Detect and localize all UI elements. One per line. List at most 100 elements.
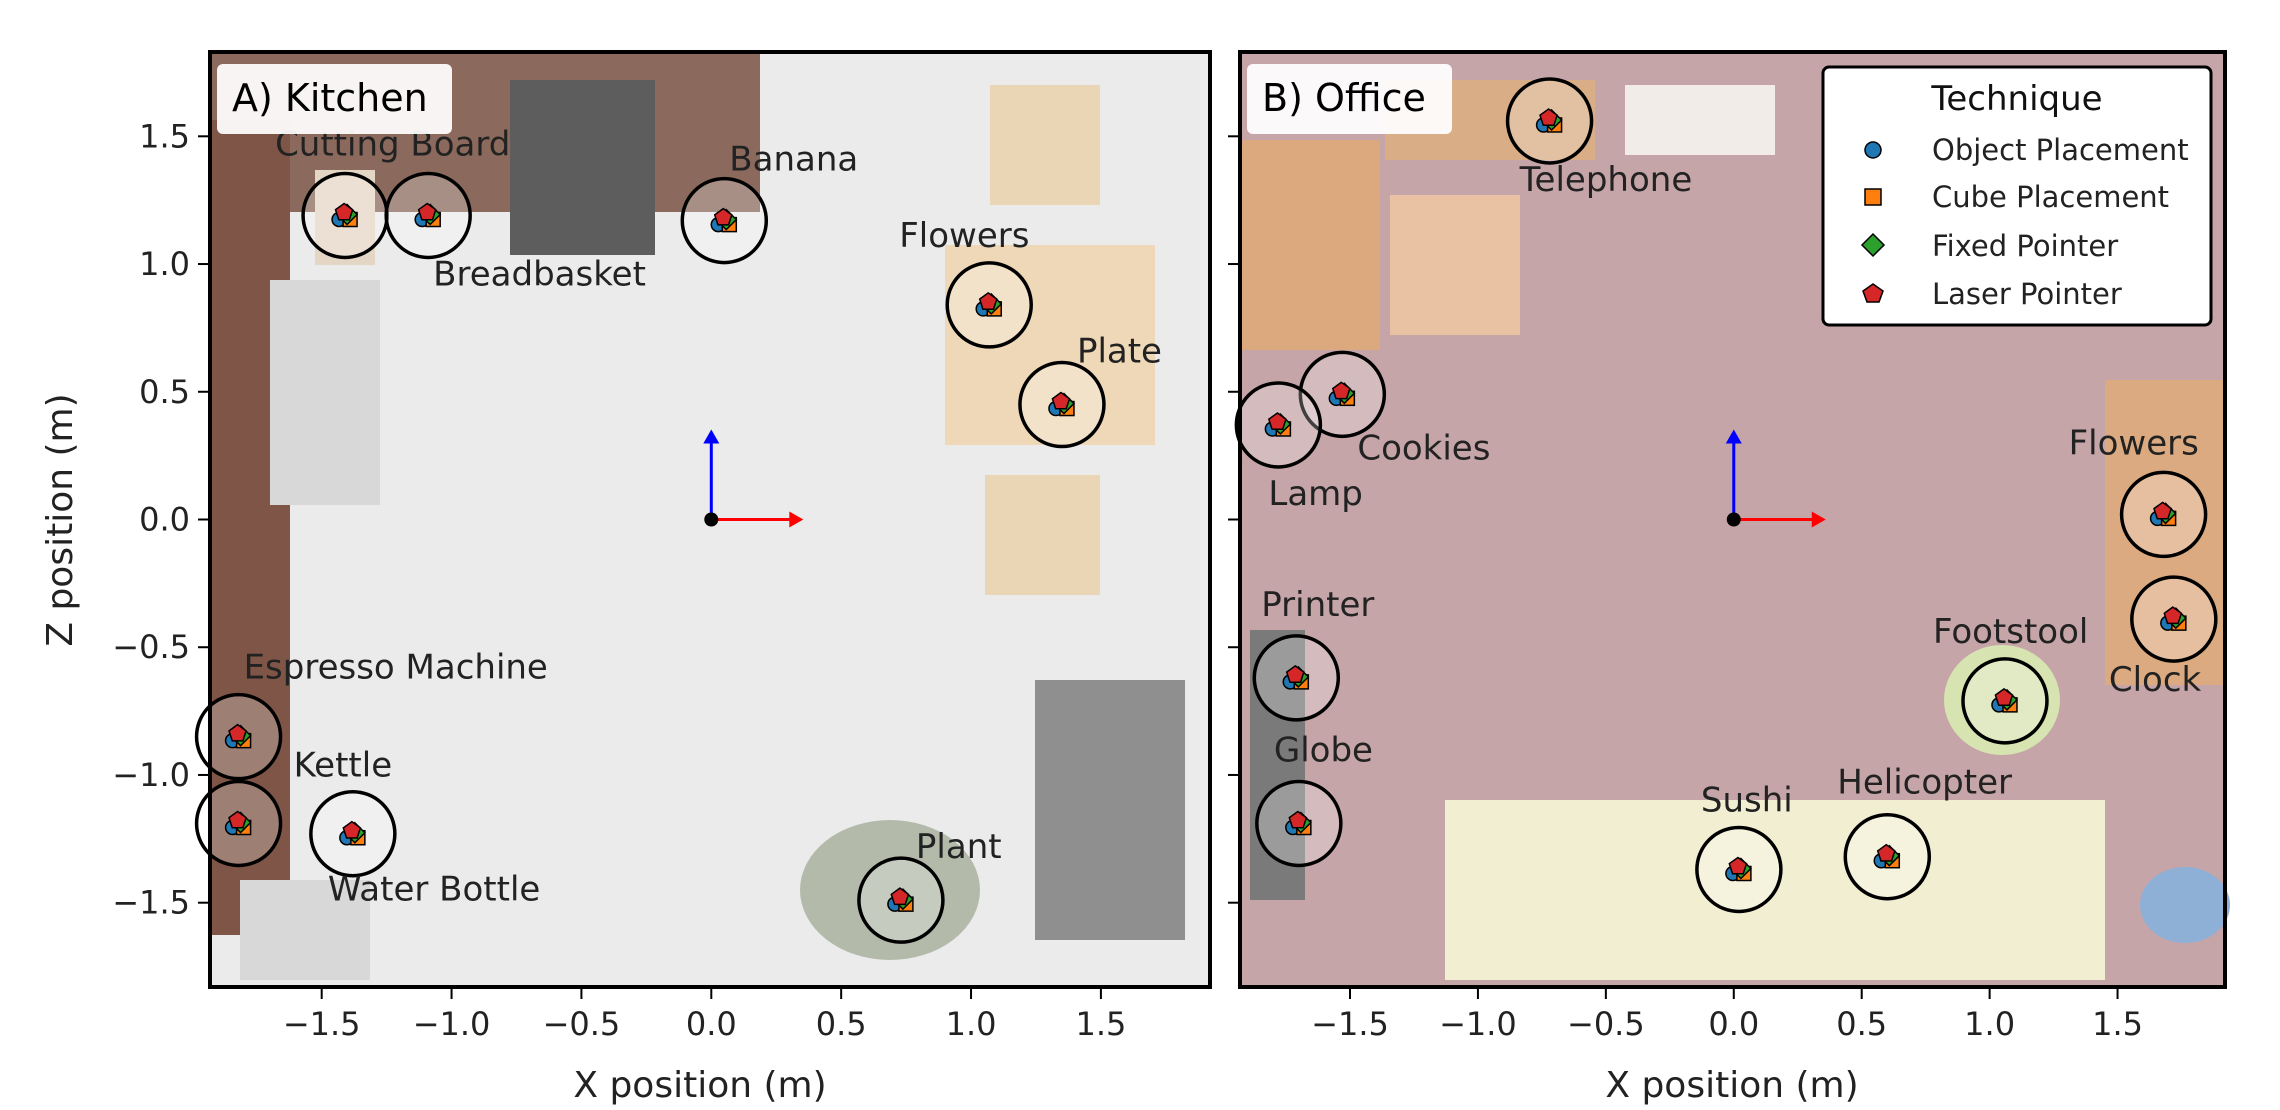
- laser-pointer-marker: [1876, 843, 1896, 862]
- object-helicopter: Helicopter: [1837, 763, 2012, 901]
- object-label: Telephone: [1519, 160, 1693, 200]
- object-plate: Plate: [1018, 332, 1162, 449]
- x-tick-label: −1.5: [1311, 1005, 1389, 1043]
- laser-pointer-marker: [334, 202, 354, 221]
- object-label: Clock: [2109, 660, 2202, 700]
- object-sushi: Sushi: [1695, 780, 1793, 914]
- legend-item-laser-pointer: Laser Pointer: [1862, 277, 2122, 311]
- object-kettle: Kettle: [194, 746, 393, 868]
- object-label: Helicopter: [1837, 763, 2012, 803]
- origin-point: [1726, 512, 1741, 527]
- circle-marker-icon: [1864, 141, 1882, 159]
- object-label: Water Bottle: [328, 870, 540, 910]
- object-cookies: Cookies: [1298, 350, 1490, 468]
- x-tick-label: −1.0: [413, 1005, 491, 1043]
- y-tick-label: 0.0: [139, 501, 190, 539]
- kitchen-panel-title: A) Kitchen: [232, 76, 428, 120]
- kitchen-panel: −1.5 −1.0 −0.5 0.0 0.5 1.0 1.5 −1.5 −1.0 −0.5 0.0 0…: [112, 50, 1212, 1043]
- laser-pointer-marker: [1288, 810, 1308, 829]
- legend-item-fixed-pointer: Fixed Pointer: [1860, 229, 2118, 263]
- x-tick-label: 1.0: [946, 1005, 997, 1043]
- pentagon-marker-icon: [1862, 283, 1884, 303]
- arrow-head-icon: [789, 511, 804, 528]
- y-tick-label: 1.0: [139, 245, 190, 283]
- x-tick-label: 0.0: [1708, 1005, 1759, 1043]
- object-label: Kettle: [294, 746, 393, 786]
- x-tick-label: −0.5: [1567, 1005, 1645, 1043]
- office-panel-title: B) Office: [1262, 76, 1426, 120]
- object-label: Globe: [1274, 731, 1373, 771]
- legend-label: Object Placement: [1932, 133, 2189, 167]
- legend-box: [1821, 65, 2213, 327]
- legend-label: Laser Pointer: [1932, 277, 2122, 311]
- x-tick-label: 0.5: [1836, 1005, 1887, 1043]
- arrow-head-icon: [1725, 429, 1742, 444]
- object-label: Plate: [1077, 332, 1162, 372]
- square-marker-icon: [1864, 188, 1882, 206]
- object-label: Sushi: [1701, 780, 1793, 820]
- y-tick-label: −1.0: [112, 756, 190, 794]
- legend-title: Technique: [1930, 79, 2102, 119]
- laser-pointer-marker: [1267, 412, 1287, 431]
- y-tick-label: 1.5: [139, 117, 190, 155]
- x-tick-label: 0.5: [816, 1005, 867, 1043]
- object-label: Footstool: [1933, 612, 2088, 652]
- legend-item-object-placement: Object Placement: [1864, 133, 2189, 167]
- object-label: Lamp: [1268, 474, 1362, 514]
- object-telephone: Telephone: [1505, 77, 1693, 200]
- legend: Technique Object Placement Cube Placemen…: [1821, 65, 2213, 327]
- object-globe: Globe: [1255, 731, 1373, 868]
- x-tick-label: 1.5: [1075, 1005, 1126, 1043]
- laser-pointer-marker: [228, 723, 247, 742]
- laser-pointer-marker: [342, 820, 362, 839]
- object-espresso-machine: Espresso Machine: [194, 648, 548, 781]
- y-tick-label: −0.5: [112, 628, 190, 666]
- object-clock: Clock: [2109, 575, 2218, 700]
- object-footstool: Footstool: [1933, 612, 2088, 745]
- laser-pointer-marker: [890, 887, 910, 906]
- laser-pointer-marker: [417, 202, 437, 221]
- object-breadbasket: Breadbasket: [384, 171, 646, 294]
- laser-pointer-marker: [1285, 664, 1305, 683]
- laser-pointer-marker: [1994, 687, 2014, 706]
- y-tick-label: 0.5: [139, 373, 190, 411]
- office-x-axis-title: X position (m): [1605, 1065, 1858, 1106]
- object-label: Printer: [1261, 585, 1374, 625]
- laser-pointer-marker: [2153, 501, 2173, 520]
- object-banana: Banana: [680, 140, 858, 265]
- laser-pointer-marker: [228, 810, 247, 829]
- object-label: Flowers: [2069, 423, 2199, 463]
- laser-pointer-marker: [1051, 391, 1071, 410]
- object-lamp: Lamp: [1234, 381, 1363, 514]
- x-tick-label: −1.0: [1439, 1005, 1517, 1043]
- laser-pointer-marker: [978, 291, 998, 310]
- kitchen-title-box: [217, 64, 452, 134]
- object-water-bottle: Water Bottle: [309, 789, 540, 910]
- x-tick-label: 0.0: [686, 1005, 737, 1043]
- object-printer: Printer: [1252, 585, 1374, 722]
- laser-pointer-marker: [2163, 606, 2183, 625]
- legend-label: Cube Placement: [1932, 180, 2169, 214]
- object-label: Breadbasket: [433, 254, 646, 294]
- laser-pointer-marker: [1331, 381, 1351, 400]
- object-label: Espresso Machine: [244, 648, 548, 688]
- arrow-head-icon: [703, 429, 720, 444]
- object-flowers: Flowers: [2069, 423, 2208, 559]
- object-plant: Plant: [857, 827, 1002, 944]
- plot-frame: [1238, 50, 2227, 989]
- object-label: Cookies: [1357, 428, 1490, 468]
- object-label: Flowers: [899, 216, 1029, 256]
- office-title-box: [1247, 64, 1452, 134]
- laser-pointer-marker: [713, 207, 733, 226]
- laser-pointer-marker: [1728, 856, 1748, 875]
- y-axis-title: Z position (m): [40, 393, 81, 646]
- diamond-marker-icon: [1860, 232, 1886, 258]
- x-tick-label: −0.5: [543, 1005, 621, 1043]
- y-tick-label: −1.5: [112, 884, 190, 922]
- origin-point: [704, 512, 719, 527]
- object-label: Plant: [916, 827, 1002, 867]
- plot-frame: [208, 50, 1212, 989]
- kitchen-x-axis-title: X position (m): [573, 1065, 826, 1106]
- laser-pointer-marker: [1539, 108, 1558, 127]
